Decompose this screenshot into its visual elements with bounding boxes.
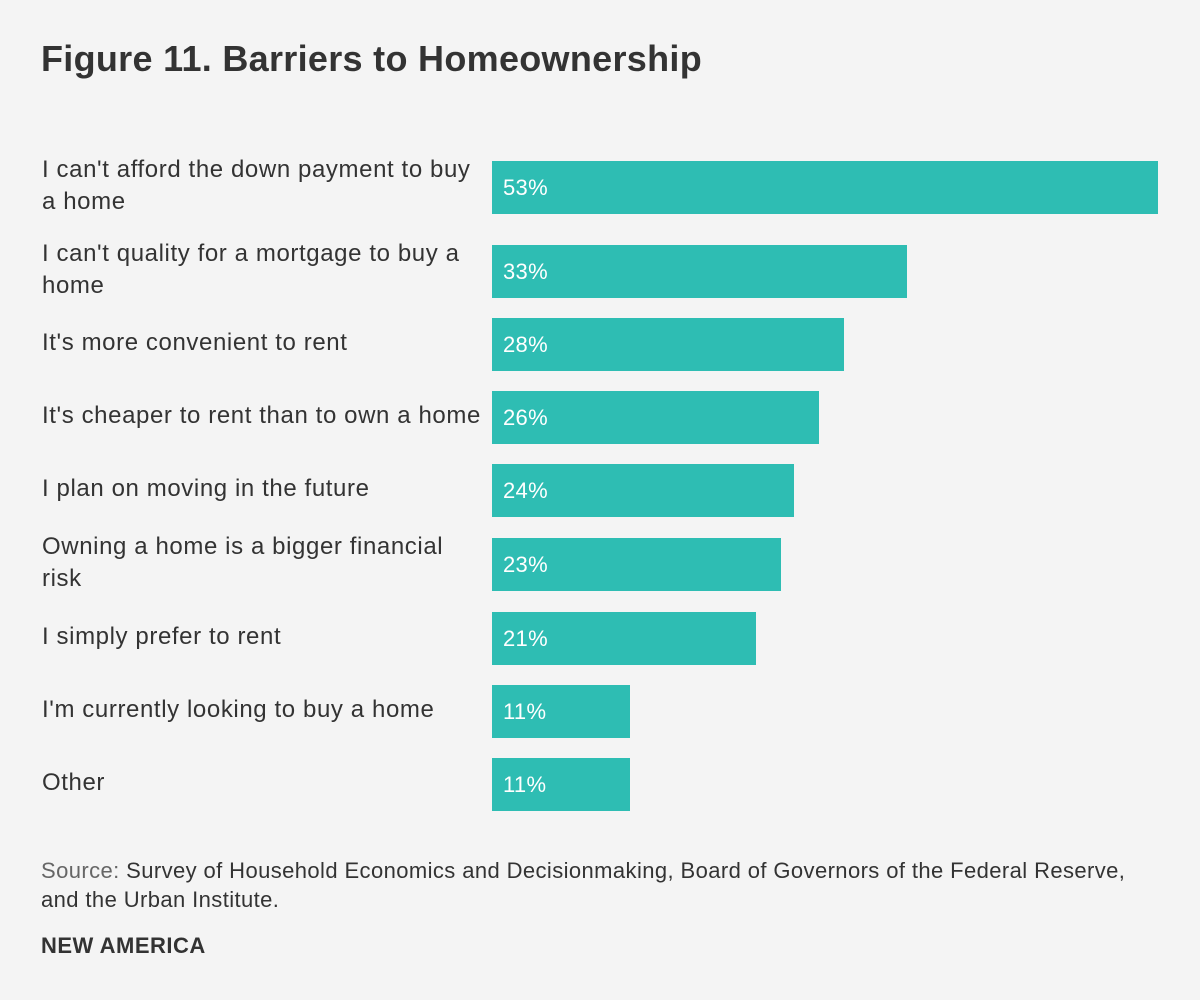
category-label: I'm currently looking to buy a home — [42, 695, 435, 723]
bar-value-label: 33% — [503, 259, 548, 284]
category-label: Owning a home is a bigger financial risk — [42, 532, 444, 592]
brand-logo-text: NEW AMERICA — [41, 933, 206, 958]
bar-value-label: 53% — [503, 175, 548, 200]
category-label: I simply prefer to rent — [42, 622, 282, 650]
source-label: Source: — [41, 858, 120, 883]
bar-value-label: 11% — [503, 772, 547, 797]
bar: 26% — [492, 391, 819, 444]
chart-title: Figure 11. Barriers to Homeownership — [41, 38, 702, 79]
category-label: It's cheaper to rent than to own a home — [42, 401, 481, 429]
bar: 28% — [492, 318, 844, 371]
bar-chart: I can't afford the down payment to buy a… — [42, 155, 1158, 811]
category-label: I can't afford the down payment to buy a… — [42, 155, 471, 215]
bar-value-label: 26% — [503, 405, 548, 430]
bar: 21% — [492, 612, 756, 665]
category-label: Other — [42, 768, 106, 796]
bar-value-label: 21% — [503, 626, 548, 651]
category-label: I plan on moving in the future — [42, 474, 370, 502]
category-label: I can't quality for a mortgage to buy a … — [42, 239, 460, 299]
bar-value-label: 23% — [503, 552, 548, 577]
bar: 53% — [492, 161, 1158, 214]
bar-value-label: 24% — [503, 478, 548, 503]
bar-value-label: 11% — [503, 699, 547, 724]
source-text: Survey of Household Economics and Decisi… — [41, 858, 1126, 912]
bar: 11% — [492, 758, 630, 811]
source-note: Source: Survey of Household Economics an… — [41, 856, 1151, 914]
bar: 33% — [492, 245, 907, 298]
category-label: It's more convenient to rent — [42, 328, 348, 356]
bar: 23% — [492, 538, 781, 591]
bar: 24% — [492, 464, 794, 517]
bar: 11% — [492, 685, 630, 738]
bar-value-label: 28% — [503, 332, 548, 357]
